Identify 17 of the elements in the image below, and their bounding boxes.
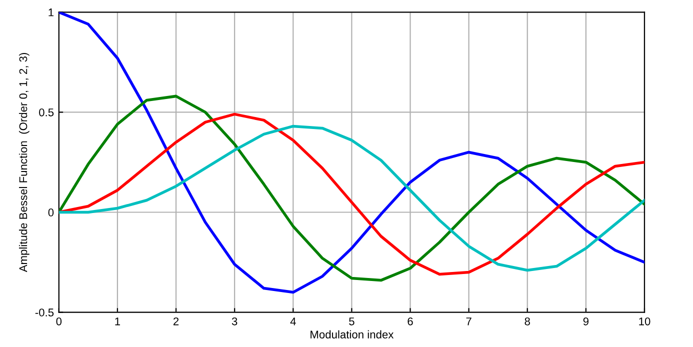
y-tick-label: 0.5: [39, 108, 54, 116]
x-tick-label: 6: [408, 317, 413, 326]
x-tick-label: 9: [583, 317, 588, 326]
x-tick-label: 0: [56, 317, 62, 326]
x-axis-title: Modulation index: [310, 330, 394, 338]
y-tick-label: 1: [48, 8, 54, 16]
y-tick-label: -0.5: [35, 308, 54, 316]
y-axis-title: Amplitude Bessel Function (Order 0, 1, 2, 3): [18, 52, 30, 272]
x-tick-label: 10: [639, 317, 650, 326]
x-tick-label: 2: [173, 317, 179, 326]
y-tick-label: 0: [48, 208, 54, 216]
x-tick-label: 5: [349, 318, 354, 326]
x-tick-label: 8: [524, 317, 530, 326]
x-tick-label: 7: [466, 318, 472, 326]
x-tick-label: 1: [115, 318, 120, 326]
x-tick-label: 3: [232, 317, 238, 326]
x-tick-label: 4: [290, 318, 296, 326]
